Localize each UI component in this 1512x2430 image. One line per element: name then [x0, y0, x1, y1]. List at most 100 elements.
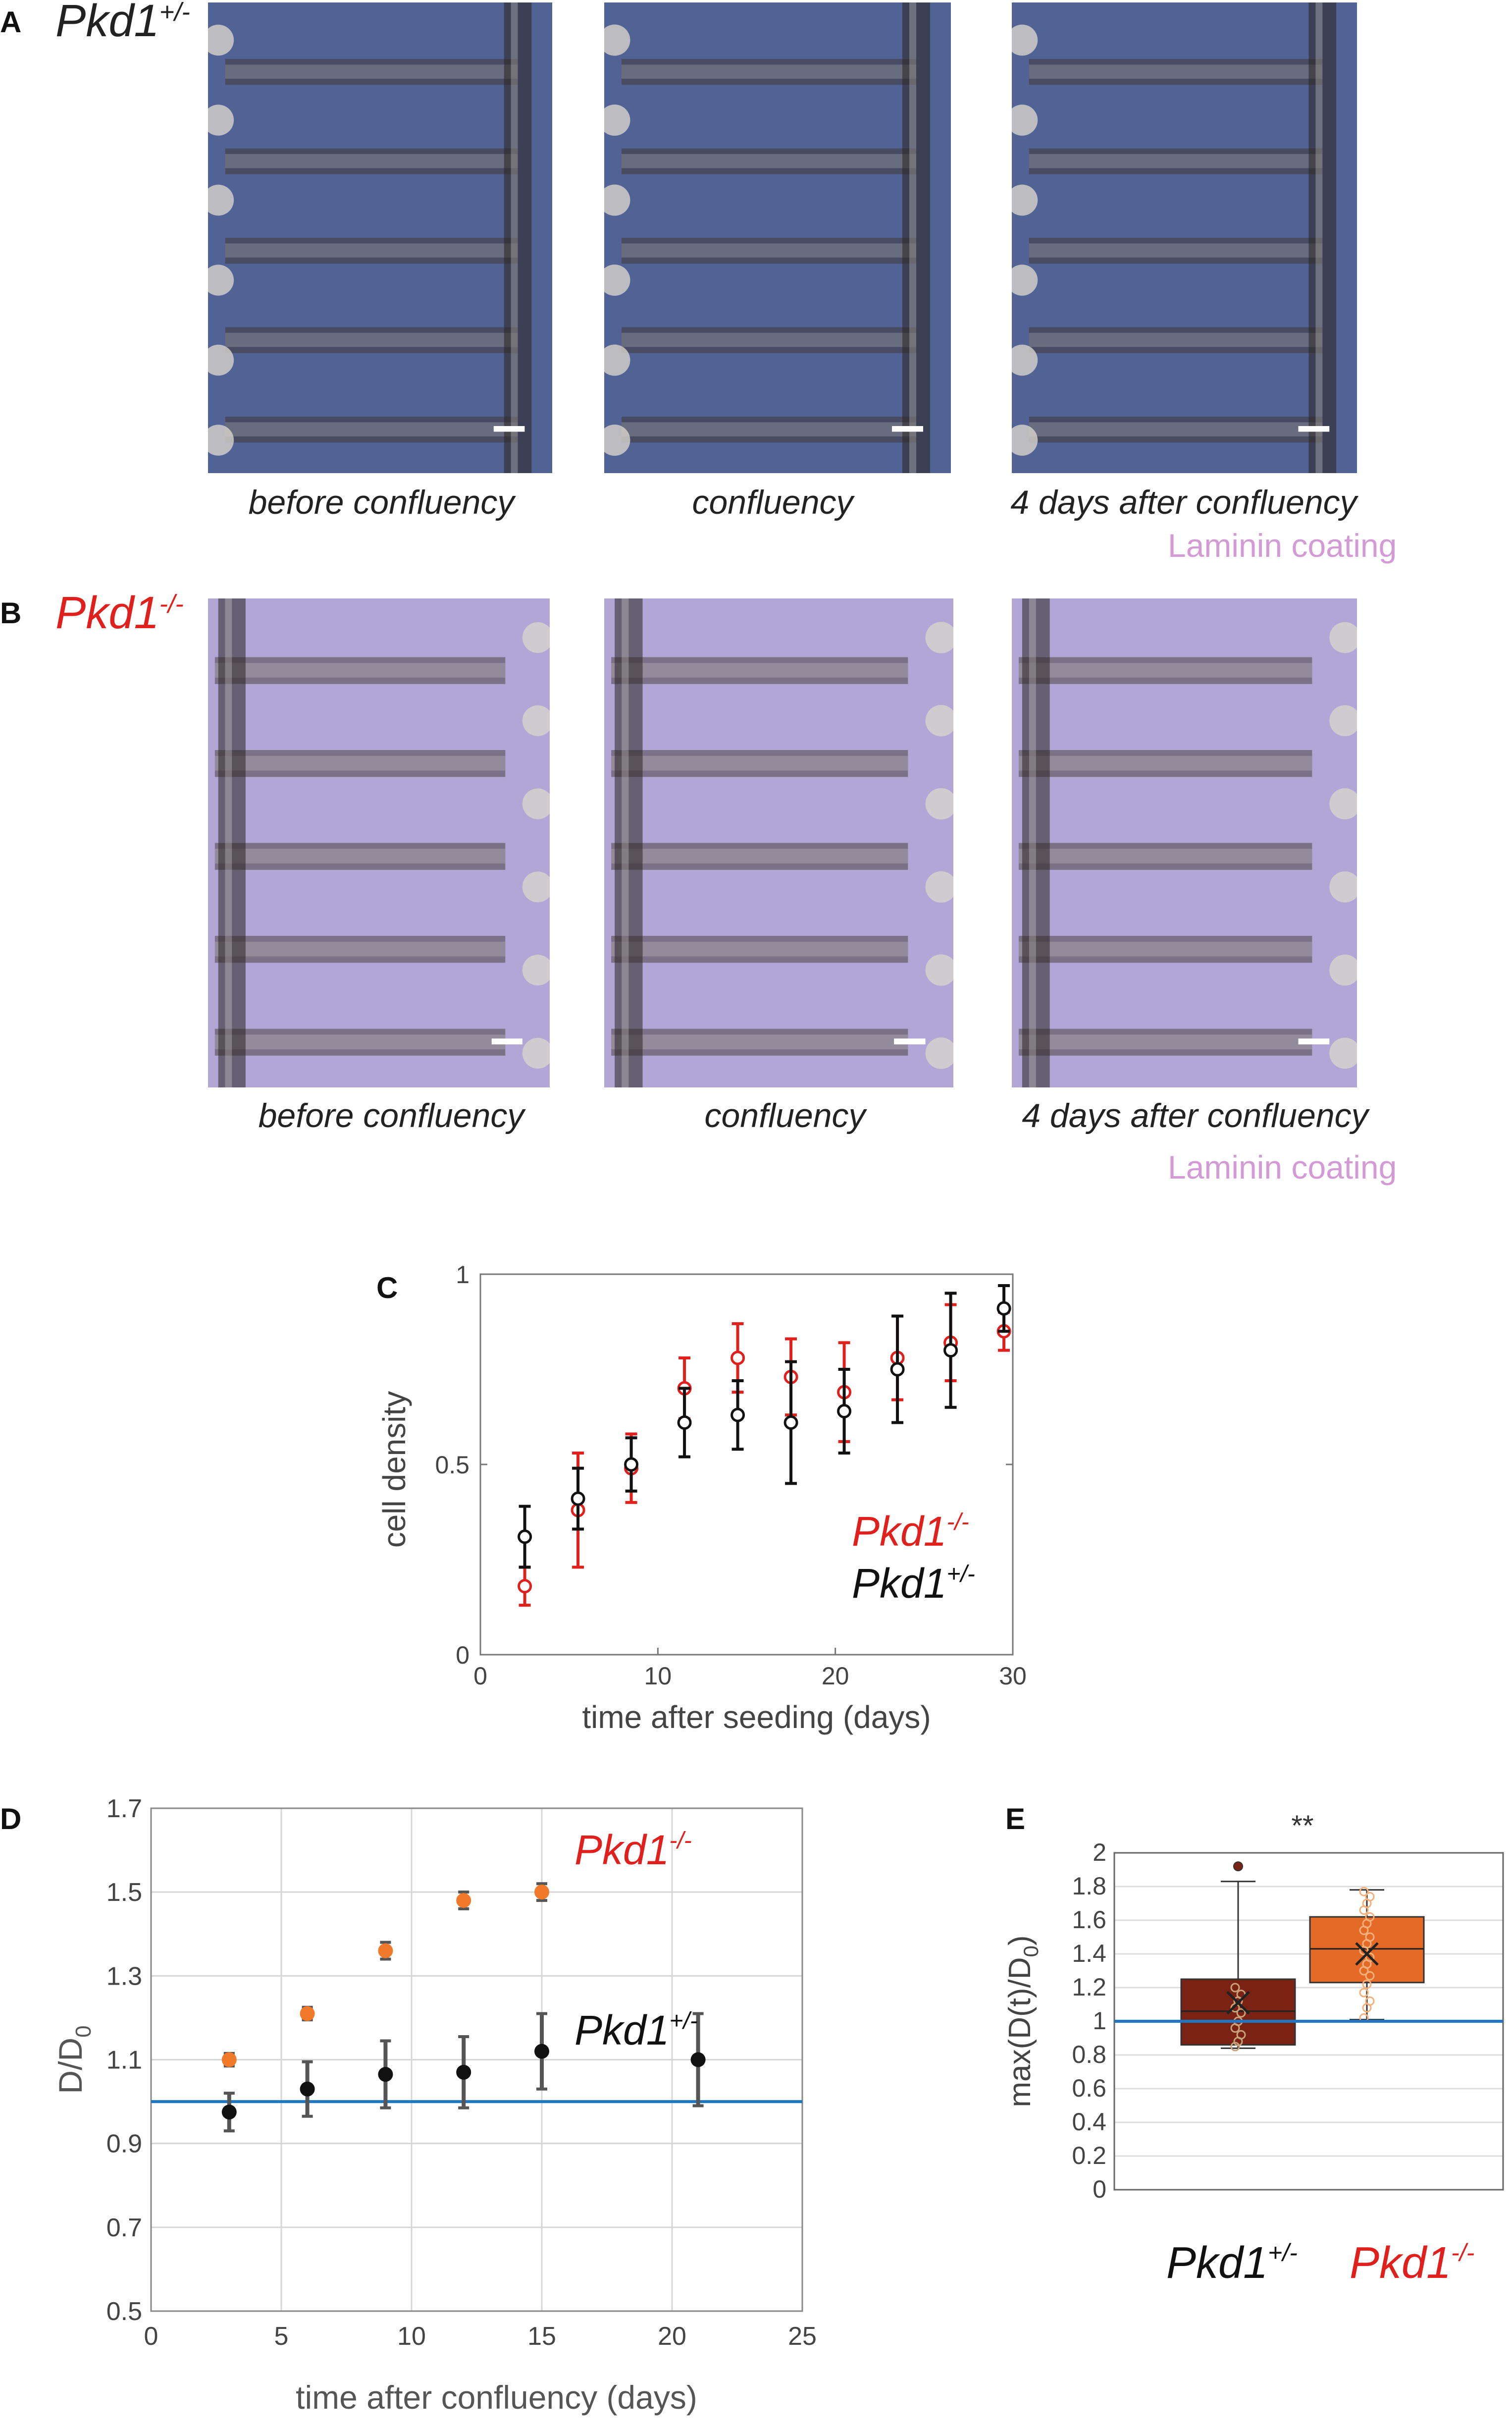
mean-marker-b-e-1 [1355, 1942, 1379, 1966]
x-tick-label-d-5: 25 [788, 2322, 817, 2351]
y-tick-label-d-4: 1.3 [106, 1962, 142, 1991]
y-tick-label-e-5: 1 [1093, 2007, 1106, 2035]
caption-a-before: before confluency [248, 484, 515, 521]
y-axis-label-d-sub: 0 [71, 2025, 96, 2037]
x-tick-label-c-3: 30 [999, 1662, 1027, 1690]
legend-entry-c-0: Pkd1-/- [852, 1508, 969, 1555]
caption-b-confluency: confluency [704, 1097, 866, 1134]
data-point-e-1-17 [1365, 1891, 1375, 1901]
y-axis-label-e-tail: ) [1003, 1935, 1037, 1945]
y-axis-label-d: D/D0 [52, 2025, 96, 2094]
x-tick-label-d-4: 20 [658, 2322, 686, 2351]
data-point-c-1-1 [571, 1491, 585, 1506]
legend-entry-c-1-name: Pkd1 [852, 1560, 946, 1607]
x-tick-label-d-2: 10 [397, 2322, 426, 2351]
y-tick-label-e-0: 0 [1093, 2175, 1106, 2203]
y-tick-label-d-6: 1.7 [106, 1794, 142, 1823]
y-tick-label-d-0: 0.5 [106, 2297, 142, 2326]
y-axis-label-e-sub: 0 [1019, 1945, 1043, 1957]
category-label-e-1-name: Pkd1 [1350, 2238, 1451, 2288]
series-label-d-0: Pkd1-/- [574, 1827, 692, 1873]
genotype-label-a-sup: +/- [159, 0, 190, 27]
panel-letter-a: A [0, 5, 22, 39]
y-tick-label-c-0: 0 [456, 1641, 469, 1669]
genotype-label-b-sup: -/- [159, 590, 184, 619]
y-axis-label-d-main: D/D [52, 2038, 89, 2094]
micrograph-a-before [208, 2, 552, 473]
data-point-e-1-2 [1365, 1996, 1375, 2006]
y-tick-label-e-3: 0.6 [1072, 2074, 1106, 2102]
data-point-d-0-0 [221, 2052, 237, 2067]
x-tick-label-d-3: 15 [527, 2322, 556, 2351]
data-point-e-1-8 [1365, 1952, 1375, 1962]
micrograph-b-before-image [208, 598, 550, 1087]
panel-letter-c: C [376, 1271, 398, 1304]
y-tick-label-d-1: 0.7 [106, 2214, 142, 2242]
y-tick-label-e-6: 1.2 [1072, 1973, 1106, 2001]
data-point-c-1-3 [677, 1415, 692, 1430]
caption-b-before: before confluency [258, 1097, 524, 1134]
data-point-c-1-9 [996, 1301, 1011, 1316]
legend-entry-c-1: Pkd1+/- [852, 1560, 975, 1607]
panel-letter-d: D [0, 1802, 21, 1836]
micrograph-a-confluency-image [604, 2, 951, 473]
data-point-c-1-6 [837, 1404, 852, 1418]
y-tick-label-e-4: 0.8 [1072, 2041, 1106, 2068]
genotype-label-a: Pkd1+/- [55, 0, 190, 47]
caption-a-confluency: confluency [692, 484, 853, 521]
x-tick-label-d-1: 5 [274, 2322, 289, 2351]
significance-marker-e: ** [1291, 1810, 1313, 1842]
x-axis-label-d: time after confluency (days) [296, 2379, 697, 2416]
y-tick-label-e-7: 1.4 [1072, 1940, 1106, 1967]
y-tick-label-c-2: 1 [456, 1261, 469, 1289]
category-label-e-1-sup: -/- [1451, 2239, 1474, 2267]
plot-frame-d [150, 1807, 803, 2312]
chart-e: E00.20.40.60.811.21.41.61.82max(D(t)/D0)… [1003, 1802, 1504, 2288]
data-point-e-1-14 [1365, 1912, 1375, 1922]
micrograph-b-4days [1012, 598, 1357, 1087]
series-label-d-0-sup: -/- [669, 1828, 691, 1854]
category-label-e-0-name: Pkd1 [1166, 2238, 1268, 2288]
micrograph-b-confluency [604, 598, 953, 1087]
data-point-e-1-4 [1362, 1979, 1372, 1989]
data-point-d-1-3 [456, 2064, 471, 2080]
micrograph-a-4days [1012, 2, 1357, 473]
mean-marker-b-e-0 [1226, 1991, 1250, 2015]
series-label-d-1-name: Pkd1 [574, 2007, 669, 2053]
category-label-e-0-sup: +/- [1268, 2239, 1298, 2267]
data-point-d-0-2 [378, 1943, 393, 1958]
legend-entry-c-0-sup: -/- [946, 1509, 969, 1535]
data-point-c-1-4 [730, 1407, 745, 1422]
y-tick-label-c-1: 0.5 [435, 1451, 469, 1479]
data-point-e-0-9 [1230, 1983, 1240, 1993]
laminin-coating-label-b: Laminin coating [1168, 1149, 1397, 1186]
y-tick-label-d-5: 1.5 [106, 1878, 142, 1907]
data-point-e-1-18 [1359, 1887, 1369, 1896]
data-point-d-1-4 [534, 2044, 549, 2059]
series-label-d-1-sup: +/- [669, 2008, 697, 2034]
laminin-coating-label-a: Laminin coating [1168, 527, 1397, 564]
data-point-c-1-0 [518, 1529, 532, 1544]
y-tick-label-e-9: 1.8 [1072, 1872, 1106, 1900]
data-point-c-0-0 [518, 1579, 532, 1594]
data-point-e-1-3 [1359, 1988, 1369, 1998]
data-point-d-0-4 [534, 1885, 549, 1900]
y-tick-label-e-1: 0.2 [1072, 2142, 1106, 2169]
category-label-e-1: Pkd1-/- [1350, 2238, 1474, 2288]
data-point-e-0-0 [1230, 2042, 1240, 2052]
data-point-c-0-4 [730, 1350, 745, 1365]
chart-d: D 0 5 10 15 20 25 0.5 0.7 0.9 1.1 1.3 1.5 1.7 time aft… [0, 1794, 817, 2416]
data-point-e-0-5 [1236, 2008, 1246, 2018]
data-point-c-1-7 [890, 1362, 905, 1377]
genotype-label-b: Pkd1-/- [55, 587, 184, 639]
y-axis-label-e-main: max(D(t)/D [1003, 1957, 1037, 2107]
micrograph-b-confluency-image [604, 598, 953, 1087]
x-tick-label-d-0: 0 [144, 2322, 158, 2351]
micrograph-b-4days-image [1012, 598, 1357, 1087]
caption-b-4days: 4 days after confluency [1022, 1097, 1368, 1134]
x-axis-label-c: time after seeding (days) [582, 1699, 931, 1735]
data-point-e-1-5 [1365, 1971, 1375, 1981]
panel-letter-e: E [1005, 1802, 1025, 1836]
y-tick-label-d-2: 0.9 [106, 2130, 142, 2159]
